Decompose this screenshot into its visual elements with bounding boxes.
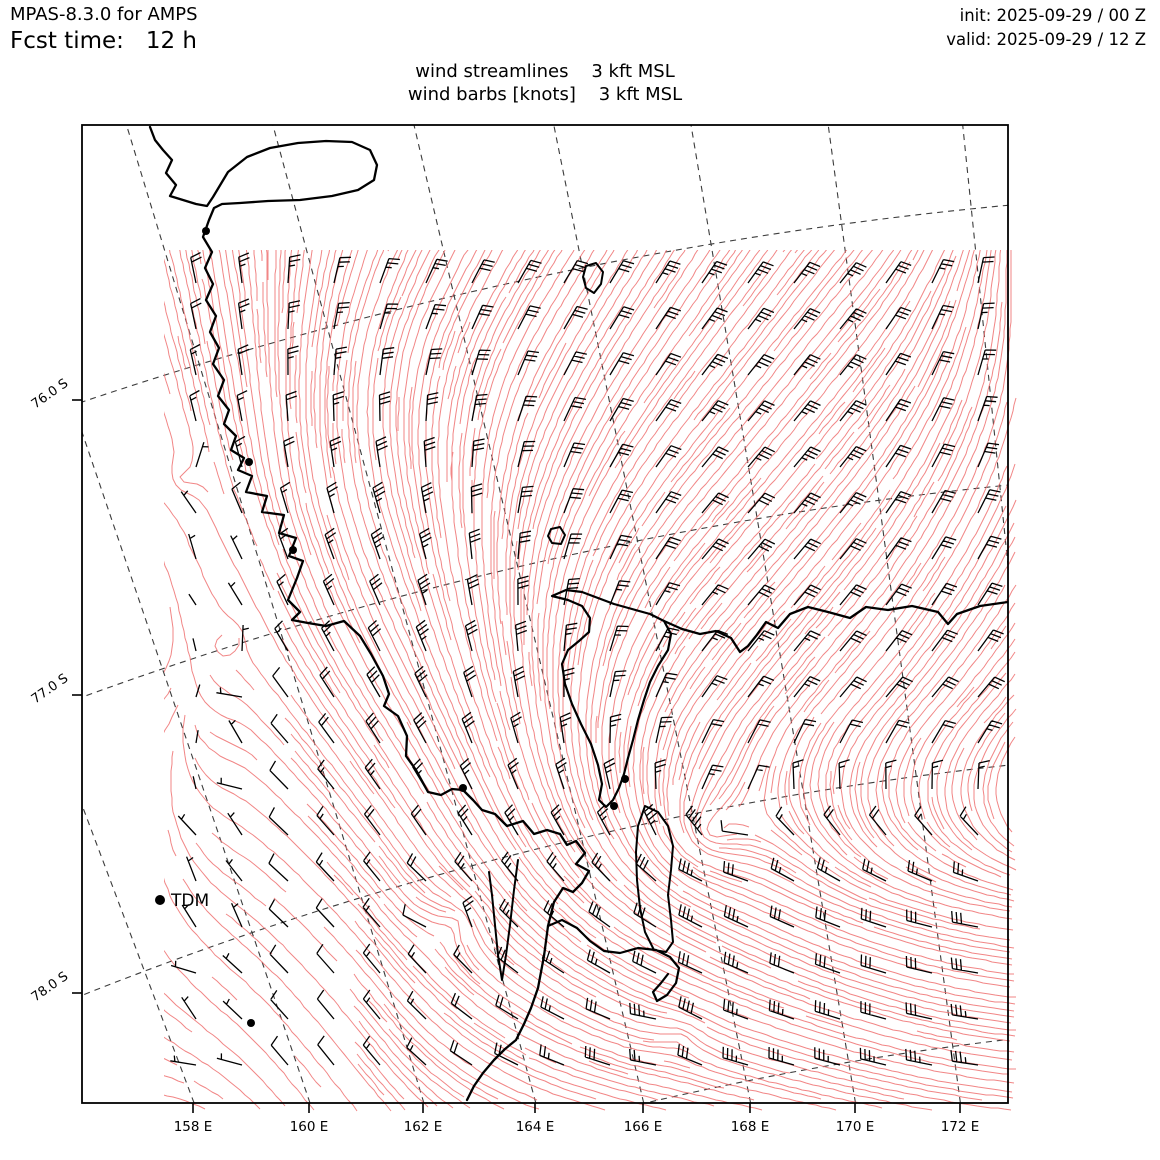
init-time-label: init: 2025-09-29 / 00 Z — [959, 6, 1146, 25]
station-dot — [621, 775, 629, 783]
model-label: MPAS-8.3.0 for AMPS — [10, 4, 198, 25]
station-dot — [610, 802, 618, 810]
barbs-title: wind barbs [knots] 3 kft MSL — [407, 84, 683, 105]
station-dot-tdm — [155, 895, 165, 905]
coastline — [547, 526, 566, 545]
x-tick-label: 162 E — [404, 1119, 443, 1135]
meridian-line — [82, 430, 311, 1103]
header-right: init: 2025-09-29 / 00 Z valid: 2025-09-2… — [946, 4, 1146, 52]
map-frame — [81, 124, 1009, 1104]
y-tick-label: 76.0 S — [29, 376, 71, 412]
meridian-line — [82, 803, 195, 1103]
coastline — [550, 588, 673, 809]
streamlines-title: wind streamlines 3 kft MSL — [415, 61, 675, 82]
meridian-line — [962, 125, 1008, 571]
station-label-tdm: TDM — [170, 891, 209, 911]
station-dot — [289, 546, 297, 554]
meridian-line — [272, 125, 537, 1103]
coastline — [582, 262, 604, 294]
y-tick-label: 78.0 S — [29, 969, 71, 1005]
wind-barbs — [170, 252, 1005, 1066]
valid-time-label: valid: 2025-09-29 / 12 Z — [946, 30, 1146, 49]
wind-barbs-layer — [170, 252, 1005, 1066]
forecast-time-label: Fcst time: 12 h — [10, 28, 197, 54]
coastline — [546, 918, 681, 1003]
coastline — [148, 125, 591, 1102]
stations-layer: TDM — [155, 227, 629, 1027]
coastline-layer — [148, 125, 1008, 1102]
x-tick-label: 172 E — [941, 1119, 980, 1135]
parallel-line — [82, 205, 1008, 404]
coastline — [635, 805, 674, 953]
x-tick-label: 170 E — [836, 1119, 875, 1135]
meridian-line — [413, 125, 645, 1103]
station-dot — [245, 458, 253, 466]
coastline — [488, 859, 519, 981]
wind-streamlines — [164, 250, 1017, 1112]
plot-titles: wind streamlines 3 kft MSL wind barbs [k… — [82, 60, 1008, 106]
station-dot — [459, 784, 467, 792]
streamlines-layer — [164, 250, 1017, 1112]
x-tick-label: 164 E — [516, 1119, 555, 1135]
y-tick-label: 77.0 S — [29, 671, 71, 707]
x-tick-label: 168 E — [731, 1119, 770, 1135]
x-tick-label: 158 E — [174, 1119, 213, 1135]
header-left: MPAS-8.3.0 for AMPS Fcst time: 12 h — [10, 4, 198, 56]
coastline — [662, 600, 1008, 654]
x-tick-label: 160 E — [290, 1119, 329, 1135]
station-dot — [247, 1019, 255, 1027]
meridian-line — [125, 125, 425, 1103]
station-dot — [202, 227, 210, 235]
x-tick-label: 166 E — [624, 1119, 663, 1135]
